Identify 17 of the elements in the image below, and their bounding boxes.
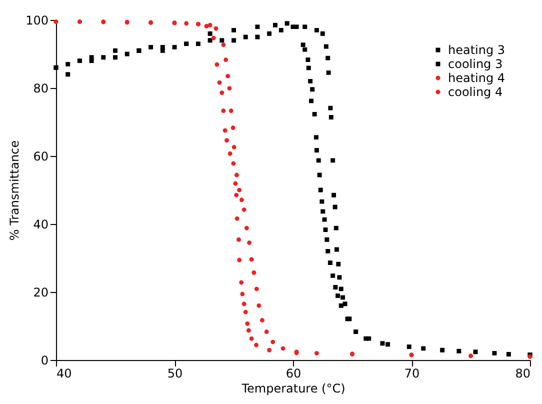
- y-tick-label: 100: [26, 14, 48, 28]
- legend-label: heating 4: [448, 71, 506, 85]
- legend-label: heating 3: [448, 43, 506, 57]
- legend-label: cooling 3: [448, 57, 503, 71]
- y-tick-label: 60: [33, 150, 48, 164]
- x-axis-title: Temperature (°C): [240, 382, 346, 396]
- y-tick-label: 40: [33, 218, 48, 232]
- x-tick-label: 50: [167, 366, 183, 380]
- legend-label: cooling 4: [448, 85, 503, 99]
- x-tick-label: 80: [515, 366, 530, 380]
- y-axis-title: % Transmittance: [8, 140, 22, 241]
- y-tick-label: 20: [33, 286, 48, 300]
- y-tick-label: 80: [33, 82, 48, 96]
- x-tick-label: 40: [56, 366, 72, 380]
- y-tick-label: 0: [40, 354, 48, 368]
- x-tick-label: 60: [286, 366, 302, 380]
- x-tick-label: 70: [404, 366, 420, 380]
